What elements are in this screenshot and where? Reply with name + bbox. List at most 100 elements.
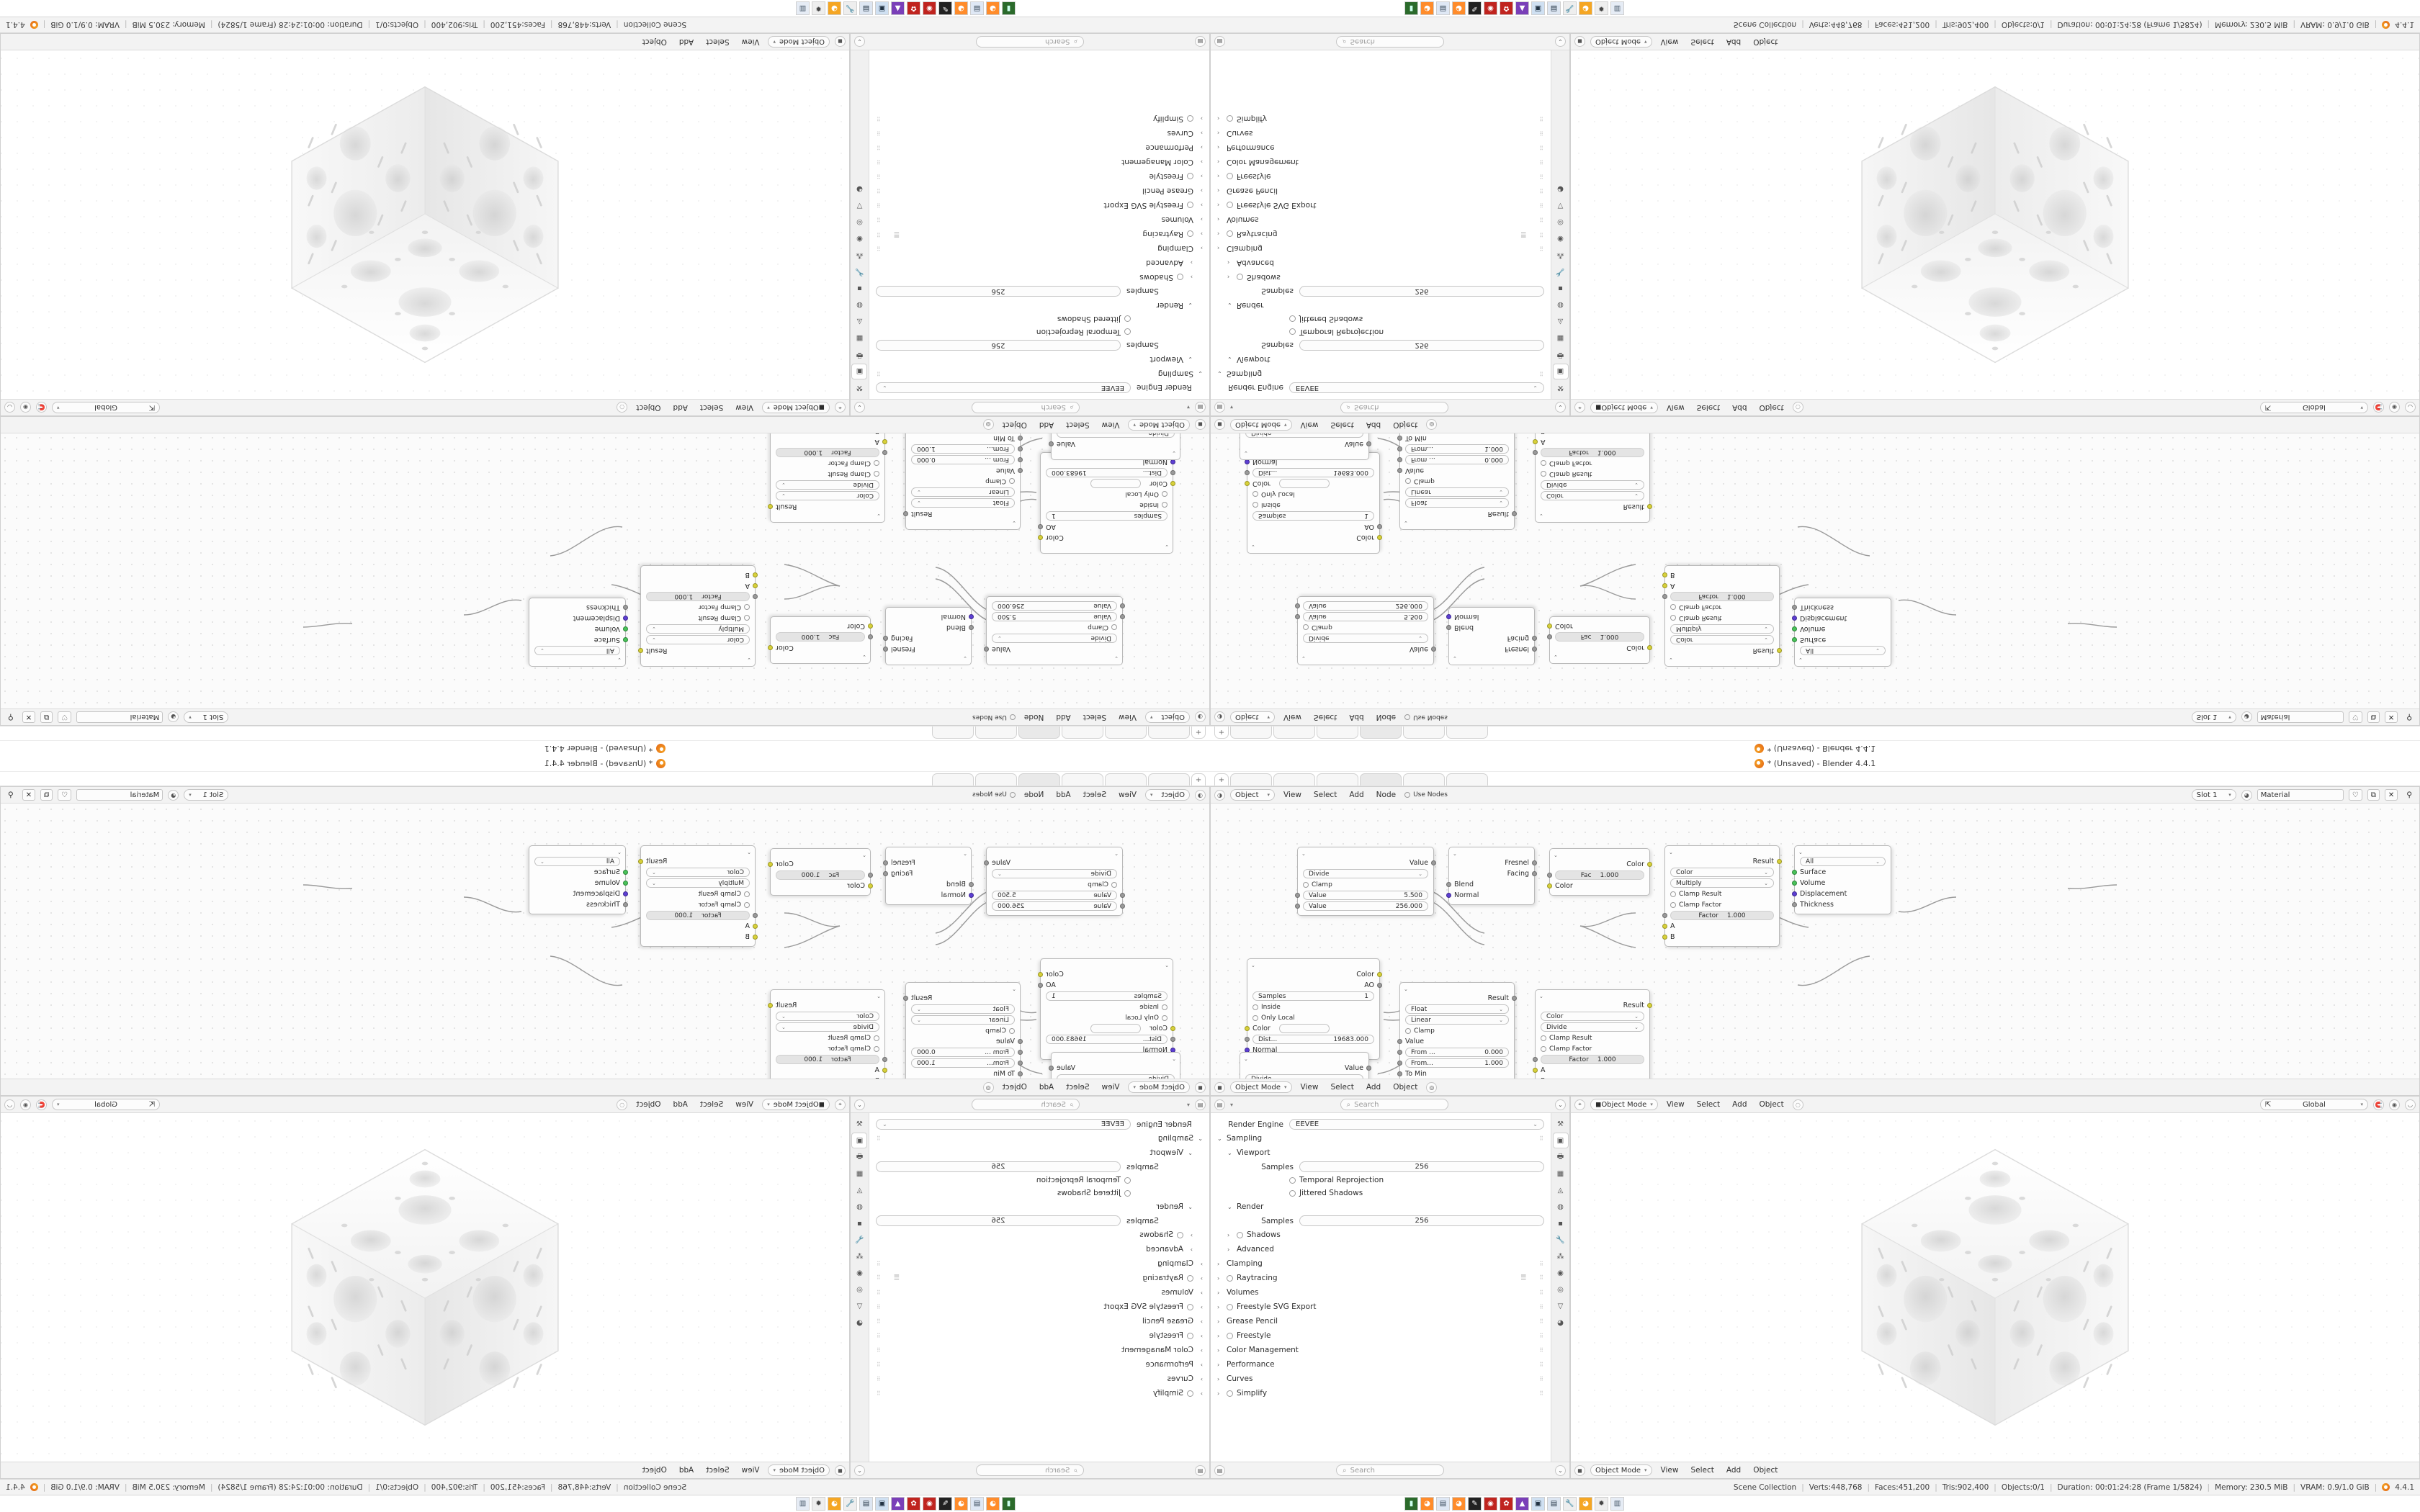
footer-menu-view[interactable]: View	[1101, 420, 1120, 429]
render-samples-field[interactable]: 256	[1299, 286, 1544, 297]
properties-options-icon[interactable]: ⌄	[854, 1464, 865, 1476]
viewport-menu-object[interactable]: Object	[636, 1100, 661, 1109]
factor-field[interactable]: Factor 1.000	[1533, 447, 1649, 458]
preset-list-icon[interactable]: ☰	[1520, 230, 1527, 238]
node-collapse-arrow[interactable]: ⌄	[963, 655, 967, 662]
tab-tool-icon[interactable]: ⚒	[856, 1120, 863, 1128]
temporal-reprojection-checkbox[interactable]: Temporal Reprojection	[876, 1174, 1203, 1187]
mode-dropdown[interactable]: Object Mode ▾	[1230, 1081, 1292, 1093]
datatype-select[interactable]: Float ⌄	[1400, 498, 1514, 508]
section-curves[interactable]: › Curves ⠿	[1217, 1372, 1544, 1386]
node-color-fac[interactable]: ⌄ Color Fac 1.000 Color	[768, 616, 873, 664]
gimp-icon[interactable]: ✿	[907, 1497, 920, 1511]
value-input-0[interactable]: Value 5.500	[987, 611, 1125, 622]
node-collapse-arrow[interactable]: ⌄	[1453, 850, 1457, 857]
footer-select[interactable]: Select	[1690, 37, 1714, 46]
node-layer-weight[interactable]: ⌄ Fresnel Facing Blend Normal	[1446, 607, 1537, 665]
fac-field[interactable]: Fac 1.000	[771, 631, 873, 642]
operation-select[interactable]: Divide⌄	[987, 633, 1122, 644]
input-blend[interactable]: Blend	[1446, 622, 1534, 633]
operation-select[interactable]: Divide⌄	[987, 868, 1122, 879]
enable-radio-icon[interactable]	[1187, 230, 1193, 238]
object-mode-icon[interactable]: ◼	[1214, 419, 1225, 431]
section-render[interactable]: ⌄ Render	[1217, 298, 1544, 312]
value-input-1[interactable]: Value 256.000	[1295, 901, 1433, 912]
mode-dropdown[interactable]: Object Mode ▾	[1128, 419, 1190, 431]
properties-search-input[interactable]: ⌕ Search	[1340, 1099, 1448, 1110]
footer-object[interactable]: Object	[642, 1466, 667, 1475]
factor-field[interactable]: Factor 1.000	[771, 1054, 887, 1065]
workspace-tab-4[interactable]	[1403, 773, 1445, 786]
operation-select[interactable]: Divide⌄	[1052, 1074, 1180, 1079]
properties-editor[interactable]: ▤ ▾ ⌕ Search ⌄ ⚒ ▣ 🖶 ▦ ◬ ◍ ▪ 🔧 ⁂ ◉ ◎ ▽ ◕	[1210, 33, 1570, 416]
input-thickness[interactable]: Thickness	[529, 899, 628, 910]
input-a[interactable]: A	[771, 436, 887, 447]
enable-radio-icon[interactable]	[1187, 1274, 1193, 1282]
section-freestyle-svg-export[interactable]: › Freestyle SVG Export ⠿	[1217, 1300, 1544, 1314]
node-math-divide-a[interactable]: ⌄ Value Divide ⌄ Clamp Value 5.500 Val	[1295, 596, 1436, 665]
datatype-select[interactable]: Float ⌄	[906, 498, 1020, 508]
properties-options-icon[interactable]: ⌄	[1555, 36, 1566, 48]
input-value[interactable]: Value	[1397, 465, 1514, 476]
input-b[interactable]: B	[1536, 1076, 1649, 1079]
input-blend[interactable]: Blend	[886, 879, 974, 890]
viewport-3d[interactable]: ⌖ ◼ Object Mode ▾ View Select Add Object…	[0, 33, 850, 416]
shading-type-dropdown[interactable]: Object ▾	[1145, 789, 1190, 801]
blendmode-select[interactable]: Multiply ⌄	[1665, 878, 1779, 888]
node-math-divide-b[interactable]: ⌄ Value Divide⌄ Clamp Value33.500 Value2…	[1240, 1052, 1371, 1079]
object-mode-icon[interactable]: ◼	[835, 36, 846, 48]
properties-footer-search-input[interactable]: ⌕ Search	[976, 36, 1084, 48]
viewport-canvas[interactable]	[1571, 1113, 2419, 1462]
node-color-fac[interactable]: ⌄ Color Fac 1.000 Color	[1547, 848, 1652, 896]
operation-select[interactable]: Divide⌄	[1052, 433, 1180, 438]
input-blend[interactable]: Blend	[886, 622, 974, 633]
factor-field[interactable]: Factor 1.000	[771, 447, 887, 458]
jittered-shadows-checkbox[interactable]: Jittered Shadows	[1217, 1187, 1544, 1200]
interpolation-select[interactable]: Linear ⌄	[906, 1014, 1020, 1025]
material-sphere-icon[interactable]: ◕	[168, 711, 179, 723]
tab-collection-icon[interactable]: ▪	[1558, 1219, 1563, 1228]
workspace-tab-4[interactable]	[975, 773, 1017, 786]
menu-select[interactable]: Select	[1083, 713, 1107, 721]
vlc-icon[interactable]: ▲	[891, 1497, 905, 1511]
properties-editor-icon[interactable]: ▤	[1195, 402, 1206, 413]
viewport-menu-add[interactable]: Add	[1732, 403, 1747, 412]
shader-node-canvas[interactable]: ⌄ Value Divide ⌄ Clamp Value 5.500 Val	[1, 804, 1209, 1079]
section-volumes[interactable]: › Volumes ⠿	[876, 1285, 1203, 1300]
node-collapse-arrow[interactable]: ⌄	[1539, 993, 1543, 999]
viewport-samples-row[interactable]: Samples 256	[876, 338, 1203, 352]
input-color[interactable]: Color	[771, 881, 873, 891]
proportional-edit-icon[interactable]: ◉	[20, 402, 31, 413]
workspace-tab-5[interactable]	[932, 773, 974, 786]
input-surface[interactable]: Surface	[1792, 867, 1891, 878]
node-material-output[interactable]: ⌄ All ⌄ Surface Volume Displacement Thick…	[1792, 845, 1891, 914]
properties-editor-icon[interactable]: ▤	[1195, 1464, 1206, 1476]
pin-icon[interactable]: ⚲	[8, 713, 14, 721]
text-editor-icon[interactable]: ▤	[1436, 1, 1450, 15]
material-slot-dropdown[interactable]: Slot 1 ▾	[2191, 711, 2236, 723]
footer-menu-object[interactable]: Object	[1393, 420, 1418, 429]
footer-select[interactable]: Select	[706, 1466, 730, 1475]
section-raytracing[interactable]: › Raytracing ☰ ⠿	[876, 1271, 1203, 1285]
to-min-row[interactable]: To Min	[1397, 1068, 1514, 1079]
clamp-result-toggle[interactable]: Clamp Result	[771, 469, 884, 480]
viewport-menu-select[interactable]: Select	[699, 1100, 724, 1109]
node-collapse-arrow[interactable]: ⌄	[1244, 1056, 1248, 1062]
node-mix-divide[interactable]: ⌄ Result Color ⌄ Divide ⌄ Clamp Result Cla…	[768, 433, 887, 523]
footer-object[interactable]: Object	[1753, 37, 1778, 46]
operation-select[interactable]: Divide⌄	[1298, 868, 1433, 879]
viewport-menu-add[interactable]: Add	[673, 1100, 688, 1109]
viewport-menu-add[interactable]: Add	[1732, 1100, 1747, 1109]
node-ambient-occlusion[interactable]: ⌄ Color AO Samples 1 Inside Only Local Co…	[1245, 452, 1382, 554]
menu-select[interactable]: Select	[1083, 791, 1107, 799]
footer-menu-object[interactable]: Object	[1002, 420, 1027, 429]
value-input-0[interactable]: Value 5.500	[1295, 611, 1433, 622]
factor-field[interactable]: Factor 1.000	[641, 910, 758, 921]
input-b[interactable]: B	[771, 433, 884, 436]
footer-menu-add[interactable]: Add	[1366, 420, 1381, 429]
input-surface[interactable]: Surface	[529, 867, 628, 878]
floppy-save-icon[interactable]: ▤	[859, 1, 873, 15]
viewport-menu-view[interactable]: View	[1666, 403, 1685, 412]
tab-view-layer-icon[interactable]: ▦	[1556, 1169, 1564, 1178]
menu-node[interactable]: Node	[1023, 791, 1044, 799]
